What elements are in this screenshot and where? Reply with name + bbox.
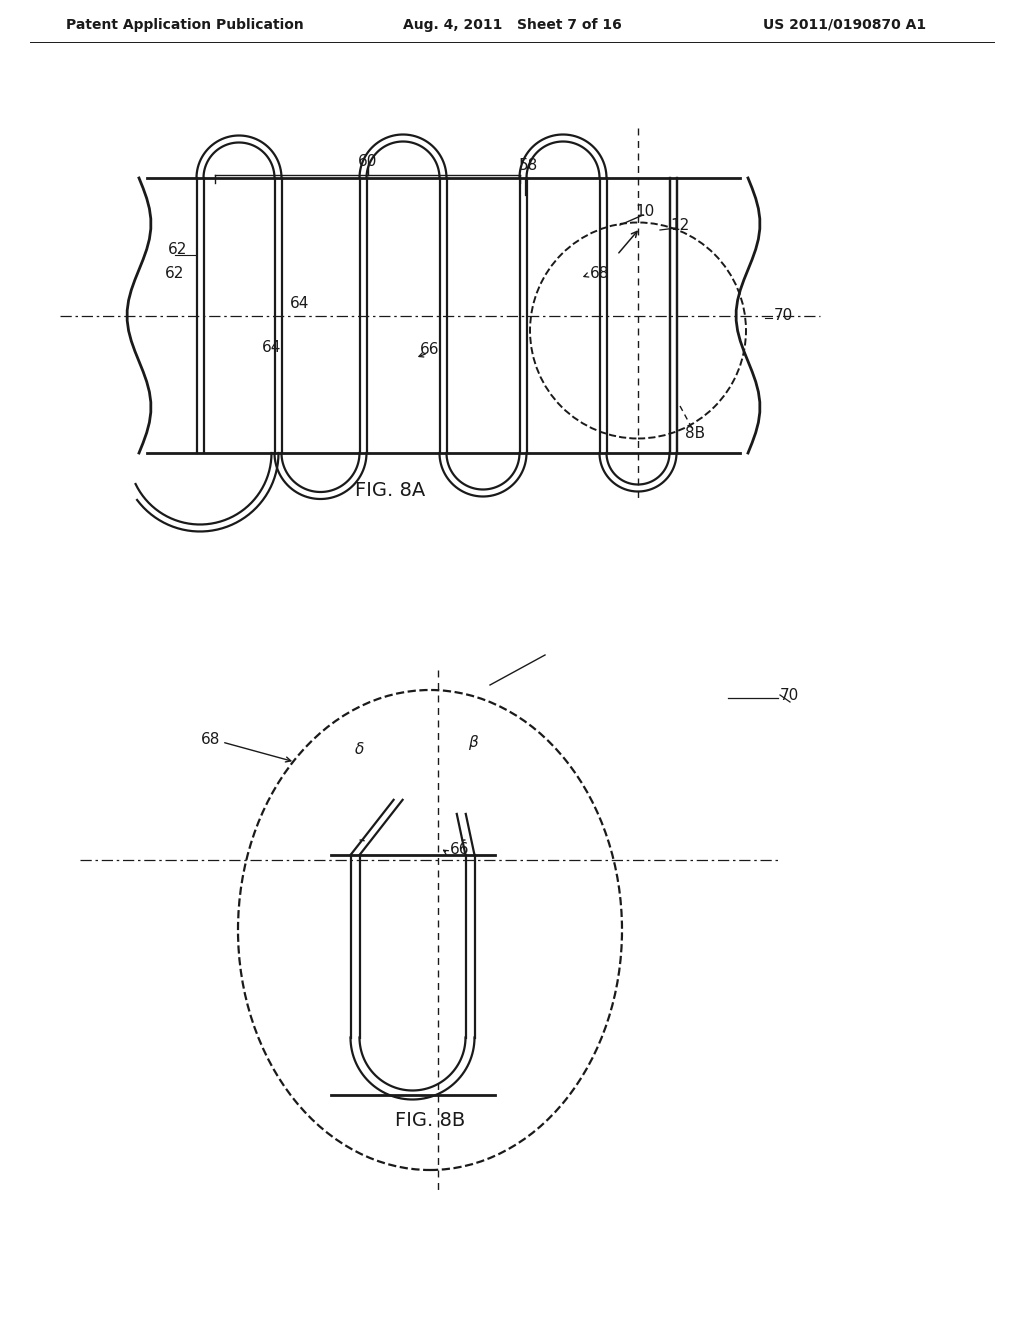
Text: FIG. 8A: FIG. 8A (355, 480, 425, 499)
Text: 62: 62 (165, 265, 184, 281)
Text: 64: 64 (290, 296, 309, 310)
Text: Patent Application Publication: Patent Application Publication (67, 18, 304, 32)
Text: 58: 58 (518, 157, 538, 173)
Text: 60: 60 (358, 154, 378, 169)
Text: FIG. 8B: FIG. 8B (395, 1110, 465, 1130)
Text: 64: 64 (262, 341, 282, 355)
Text: US 2011/0190870 A1: US 2011/0190870 A1 (764, 18, 927, 32)
Text: 70: 70 (780, 688, 800, 702)
Text: 70: 70 (774, 308, 794, 322)
Text: 68: 68 (590, 267, 609, 281)
Text: β: β (468, 734, 478, 750)
Text: 68: 68 (201, 733, 220, 747)
Text: 62: 62 (168, 243, 187, 257)
Text: 66: 66 (420, 342, 439, 358)
Text: Aug. 4, 2011   Sheet 7 of 16: Aug. 4, 2011 Sheet 7 of 16 (402, 18, 622, 32)
Text: 12: 12 (671, 218, 689, 232)
Text: 66: 66 (450, 842, 469, 858)
Text: δ: δ (355, 742, 365, 758)
Text: 8B: 8B (685, 425, 706, 441)
Text: 10: 10 (635, 205, 654, 219)
